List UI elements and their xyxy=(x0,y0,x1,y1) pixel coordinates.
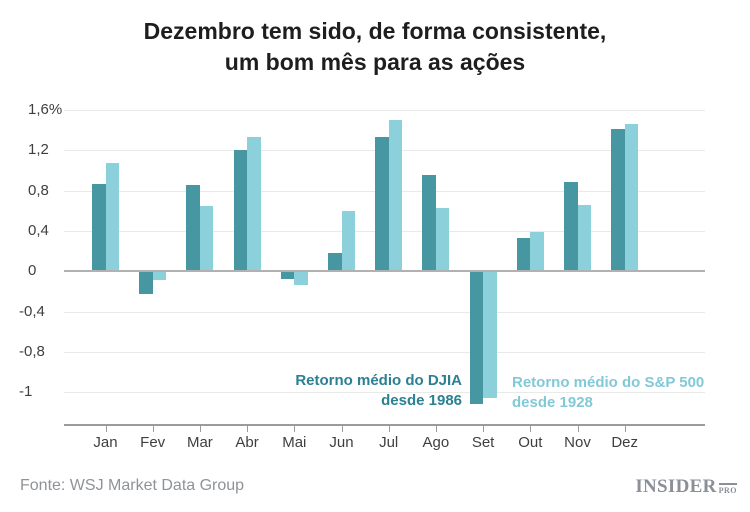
x-tick-mar xyxy=(199,426,201,432)
chart-title-line2: um bom mês para as ações xyxy=(224,49,526,75)
x-tick-jun xyxy=(341,426,343,432)
x-tick-abr xyxy=(247,426,249,432)
bar-nov-djia xyxy=(564,181,578,272)
x-tick-nov xyxy=(577,426,579,432)
x-axis-line xyxy=(64,424,705,426)
bar-set-djia xyxy=(469,271,484,405)
bar-chart-plot-area: Retorno médio do DJIA desde 1986 Retorno… xyxy=(19,101,705,451)
legend-djia-line1: Retorno médio do DJIA xyxy=(295,372,462,389)
x-tick-ago xyxy=(435,426,437,432)
x-axis-label-out: Out xyxy=(518,434,543,451)
gridline--0,4 xyxy=(64,311,705,313)
x-tick-mai xyxy=(294,426,296,432)
logo-pro-text: PRO xyxy=(718,483,737,495)
gridline-1,6% xyxy=(64,110,705,111)
bar-mai-sp500 xyxy=(294,271,308,286)
insiderpro-logo: INSIDER PRO xyxy=(635,476,737,498)
gridline--0,8 xyxy=(64,351,705,353)
x-tick-fev xyxy=(152,426,154,432)
chart-title: Dezembro tem sido, de forma consistente,… xyxy=(0,16,750,78)
bar-out-sp500 xyxy=(530,231,544,272)
x-tick-dez xyxy=(624,426,626,432)
bar-jun-sp500 xyxy=(341,210,355,272)
bar-mar-djia xyxy=(186,184,200,272)
y-axis-label--1: -1 xyxy=(19,383,33,401)
legend-djia: Retorno médio do DJIA desde 1986 xyxy=(212,371,462,411)
bar-fev-sp500 xyxy=(152,271,167,281)
x-tick-jan xyxy=(105,426,107,432)
x-tick-jul xyxy=(388,426,390,432)
x-axis-label-nov: Nov xyxy=(564,434,591,451)
bar-jan-sp500 xyxy=(105,163,119,272)
legend-sp500: Retorno médio do S&P 500 desde 1928 xyxy=(512,373,732,413)
y-axis-label-0: 0 xyxy=(28,262,37,280)
chart-title-line1: Dezembro tem sido, de forma consistente, xyxy=(143,18,607,44)
source-credit: Fonte: WSJ Market Data Group xyxy=(20,477,245,494)
x-axis-label-jan: Jan xyxy=(93,434,118,451)
bar-nov-sp500 xyxy=(577,204,591,272)
legend-sp500-line1: Retorno médio do S&P 500 xyxy=(512,374,705,391)
x-axis-label-jul: Jul xyxy=(379,434,399,451)
x-axis-label-mai: Mai xyxy=(282,434,307,451)
bar-set-sp500 xyxy=(483,271,497,399)
x-tick-set xyxy=(483,426,485,432)
zero-baseline xyxy=(64,270,705,273)
bar-dez-sp500 xyxy=(624,124,639,272)
gridline--1 xyxy=(64,392,705,394)
bar-mar-sp500 xyxy=(199,205,214,272)
bar-ago-sp500 xyxy=(435,207,450,272)
x-axis-label-mar: Mar xyxy=(186,434,213,451)
bar-fev-djia xyxy=(139,271,153,295)
x-tick-out xyxy=(530,426,532,432)
bar-ago-djia xyxy=(422,175,436,272)
x-axis-label-ago: Ago xyxy=(422,434,450,451)
bar-dez-djia xyxy=(611,129,625,272)
y-axis-label--0,8: -0,8 xyxy=(19,342,45,360)
bar-out-djia xyxy=(516,237,531,272)
bar-jan-djia xyxy=(92,183,106,272)
bar-jul-djia xyxy=(375,137,389,272)
x-axis-label-abr: Abr xyxy=(235,434,259,451)
legend-sp500-line2: desde 1928 xyxy=(512,394,593,411)
bar-mai-djia xyxy=(280,271,295,280)
bar-jun-djia xyxy=(328,253,342,272)
bar-abr-djia xyxy=(233,150,248,272)
legend-djia-line2: desde 1986 xyxy=(381,392,462,409)
x-axis-label-dez: Dez xyxy=(611,434,639,451)
y-axis-label--0,4: -0,4 xyxy=(19,302,45,320)
bar-jul-sp500 xyxy=(388,120,403,272)
x-axis-label-set: Set xyxy=(471,434,495,451)
y-axis-label-0,4: 0,4 xyxy=(28,221,49,239)
x-axis-label-jun: Jun xyxy=(329,434,354,451)
y-axis-label-1,2: 1,2 xyxy=(28,141,49,159)
logo-insider-text: INSIDER xyxy=(635,476,717,497)
y-axis-label-0,8: 0,8 xyxy=(28,181,49,199)
bar-abr-sp500 xyxy=(247,137,261,272)
y-axis-label-1,6%: 1,6% xyxy=(28,101,63,118)
x-axis-label-fev: Fev xyxy=(140,434,166,451)
